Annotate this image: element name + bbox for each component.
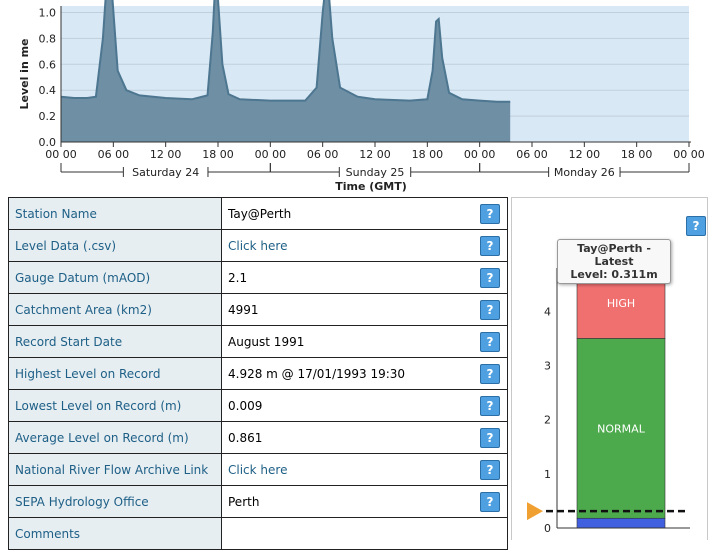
row-label: Lowest Level on Record (m)	[8, 389, 222, 422]
gauge-panel	[511, 197, 708, 540]
row-label: Highest Level on Record	[8, 357, 222, 390]
level-line	[60, 0, 511, 103]
x-tick-label: 12 00	[569, 148, 601, 161]
row-label: Comments	[8, 517, 222, 550]
row-label: Average Level on Record (m)	[8, 421, 222, 454]
y-tick-label: 1.0	[39, 6, 57, 19]
help-button[interactable]: ?	[480, 428, 500, 448]
latest-level-tooltip: Tay@Perth - Latest Level: 0.311m	[557, 239, 671, 284]
row-value-cell: Perth?	[221, 485, 508, 518]
row-value-cell: 2.1?	[221, 261, 508, 294]
table-row: Level Data (.csv) Click here?	[8, 229, 508, 262]
row-value: 4.928 m @ 17/01/1993 19:30	[228, 366, 406, 381]
row-value: August 1991	[228, 334, 305, 349]
table-row: Catchment Area (km2) 4991?	[8, 293, 508, 326]
row-label: SEPA Hydrology Office	[8, 485, 222, 518]
row-value-cell: 0.009?	[221, 389, 508, 422]
y-tick-label: 0.4	[39, 84, 57, 97]
row-value-cell: August 1991?	[221, 325, 508, 358]
station-info-table: Station Name Tay@Perth? Level Data (.csv) C…	[8, 197, 508, 550]
day-label: Saturday 24	[132, 166, 199, 179]
row-label: Gauge Datum (mAOD)	[8, 261, 222, 294]
x-tick-label: 00 00	[255, 148, 287, 161]
row-value: Tay@Perth	[228, 206, 292, 221]
help-button[interactable]: ?	[480, 460, 500, 480]
table-row: Comments	[8, 517, 508, 550]
x-tick-label: 06 00	[516, 148, 548, 161]
y-tick-label: 0.0	[39, 136, 57, 149]
table-row: Highest Level on Record 4.928 m @ 17/01/1…	[8, 357, 508, 390]
table-row: Record Start Date August 1991?	[8, 325, 508, 358]
row-value-cell: 0.861?	[221, 421, 508, 454]
row-value-cell: 4.928 m @ 17/01/1993 19:30?	[221, 357, 508, 390]
day-label: Monday 26	[554, 166, 615, 179]
row-value-cell: Click here?	[221, 229, 508, 262]
help-button[interactable]: ?	[480, 332, 500, 352]
row-value-cell	[221, 517, 508, 550]
download-link[interactable]: Click here	[228, 238, 288, 253]
x-tick-label: 12 00	[359, 148, 391, 161]
table-row: SEPA Hydrology Office Perth?	[8, 485, 508, 518]
table-row: National River Flow Archive Link Click he…	[8, 453, 508, 486]
help-button[interactable]: ?	[480, 364, 500, 384]
y-tick-label: 0.8	[39, 32, 57, 45]
table-row: Station Name Tay@Perth?	[8, 197, 508, 230]
table-row: Average Level on Record (m) 0.861?	[8, 421, 508, 454]
row-value: 0.861	[228, 430, 263, 445]
help-button[interactable]: ?	[480, 268, 500, 288]
tooltip-station: Tay@Perth - Latest	[577, 242, 651, 268]
gauge-help-button[interactable]: ?	[686, 216, 706, 236]
table-row: Gauge Datum (mAOD) 2.1?	[8, 261, 508, 294]
row-label: Level Data (.csv)	[8, 229, 222, 262]
row-label: Station Name	[8, 197, 222, 230]
help-button[interactable]: ?	[480, 300, 500, 320]
x-tick-label: 00 00	[464, 148, 496, 161]
row-value: 4991	[228, 302, 259, 317]
row-value: Perth	[228, 494, 260, 509]
row-value-cell: Click here?	[221, 453, 508, 486]
x-tick-label: 00 00	[45, 148, 77, 161]
table-row: Lowest Level on Record (m) 0.009?	[8, 389, 508, 422]
row-value-cell: Tay@Perth?	[221, 197, 508, 230]
x-tick-label: 06 00	[307, 148, 339, 161]
help-button[interactable]: ?	[480, 396, 500, 416]
help-button[interactable]: ?	[480, 204, 500, 224]
help-button[interactable]: ?	[480, 236, 500, 256]
row-value-cell: 4991?	[221, 293, 508, 326]
row-label: National River Flow Archive Link	[8, 453, 222, 486]
row-label: Catchment Area (km2)	[8, 293, 222, 326]
x-axis-label: Time (GMT)	[335, 180, 407, 193]
row-value: 0.009	[228, 398, 263, 413]
x-tick-label: 18 00	[412, 148, 444, 161]
x-tick-label: 12 00	[150, 148, 182, 161]
y-tick-label: 0.6	[39, 58, 57, 71]
row-label: Record Start Date	[8, 325, 222, 358]
x-tick-label: 00 00	[673, 148, 705, 161]
y-tick-label: 0.2	[39, 110, 57, 123]
row-value: 2.1	[228, 270, 248, 285]
x-tick-label: 06 00	[98, 148, 130, 161]
day-label: Sunday 25	[346, 166, 405, 179]
level-chart: 0.0 0.2 0.4 0.6 0.8 1.0 Level in me 00 00 06 00 1…	[18, 0, 705, 193]
x-tick-label: 18 00	[621, 148, 653, 161]
help-button[interactable]: ?	[480, 492, 500, 512]
tooltip-level: Level: 0.311m	[570, 268, 658, 281]
y-axis-label: Level in me	[18, 38, 31, 109]
x-tick-label: 18 00	[202, 148, 234, 161]
level-area	[61, 0, 511, 142]
download-link[interactable]: Click here	[228, 462, 288, 477]
